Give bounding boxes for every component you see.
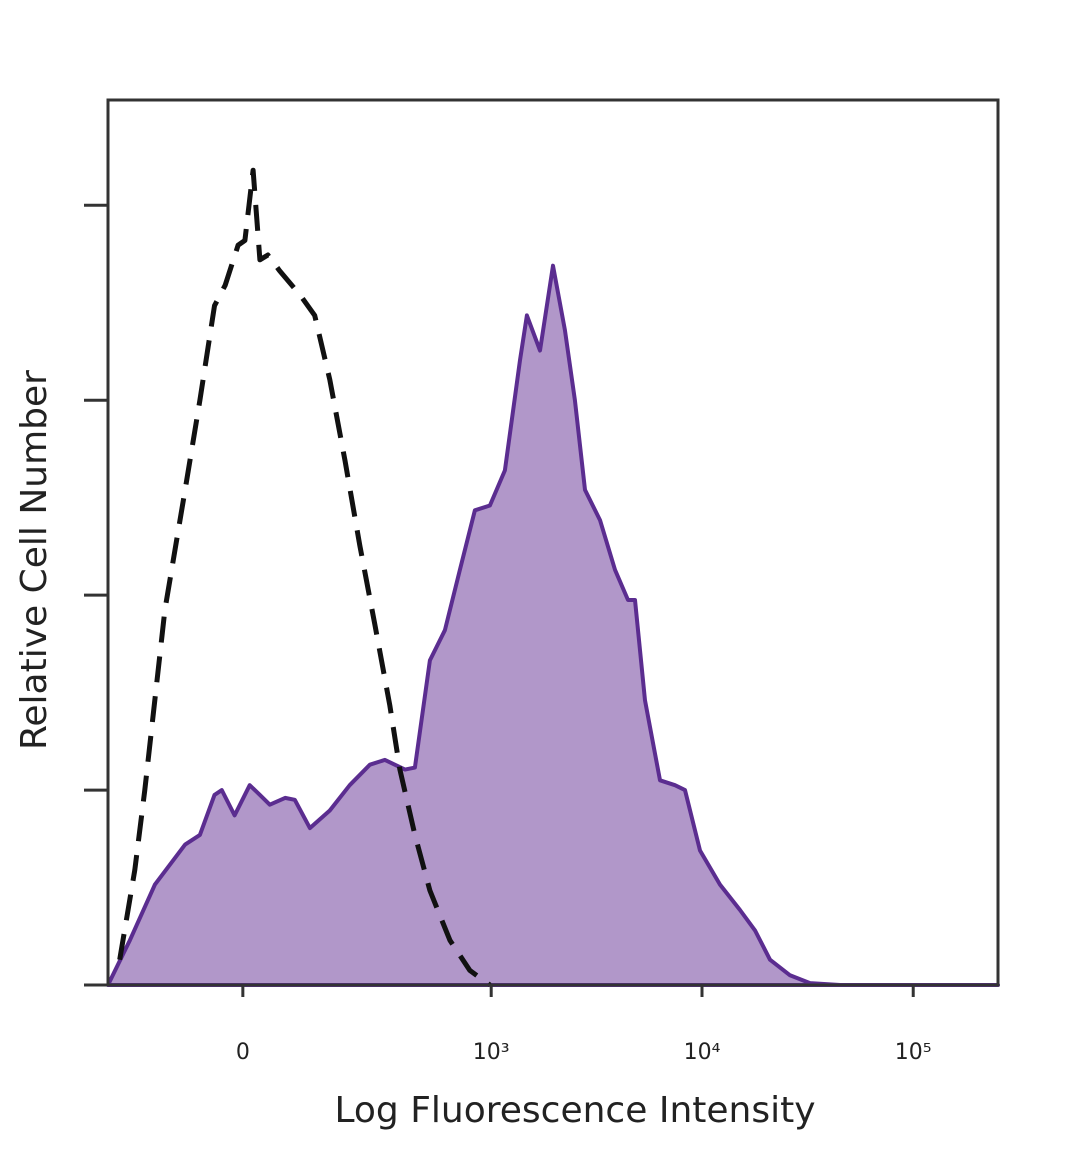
x-tick-label: 10³ xyxy=(473,1040,510,1065)
filled-histogram xyxy=(106,263,1000,987)
control-histogram xyxy=(117,167,492,988)
x-axis-title: Log Fluorescence Intensity xyxy=(334,1090,815,1131)
x-tick-label: 0 xyxy=(236,1040,250,1065)
plot-area xyxy=(106,167,1000,988)
y-axis-title: Relative Cell Number xyxy=(14,370,55,750)
plot-frame xyxy=(106,98,1000,987)
x-tick-label: 10⁵ xyxy=(895,1040,932,1065)
x-tick-label: 10⁴ xyxy=(684,1040,721,1065)
